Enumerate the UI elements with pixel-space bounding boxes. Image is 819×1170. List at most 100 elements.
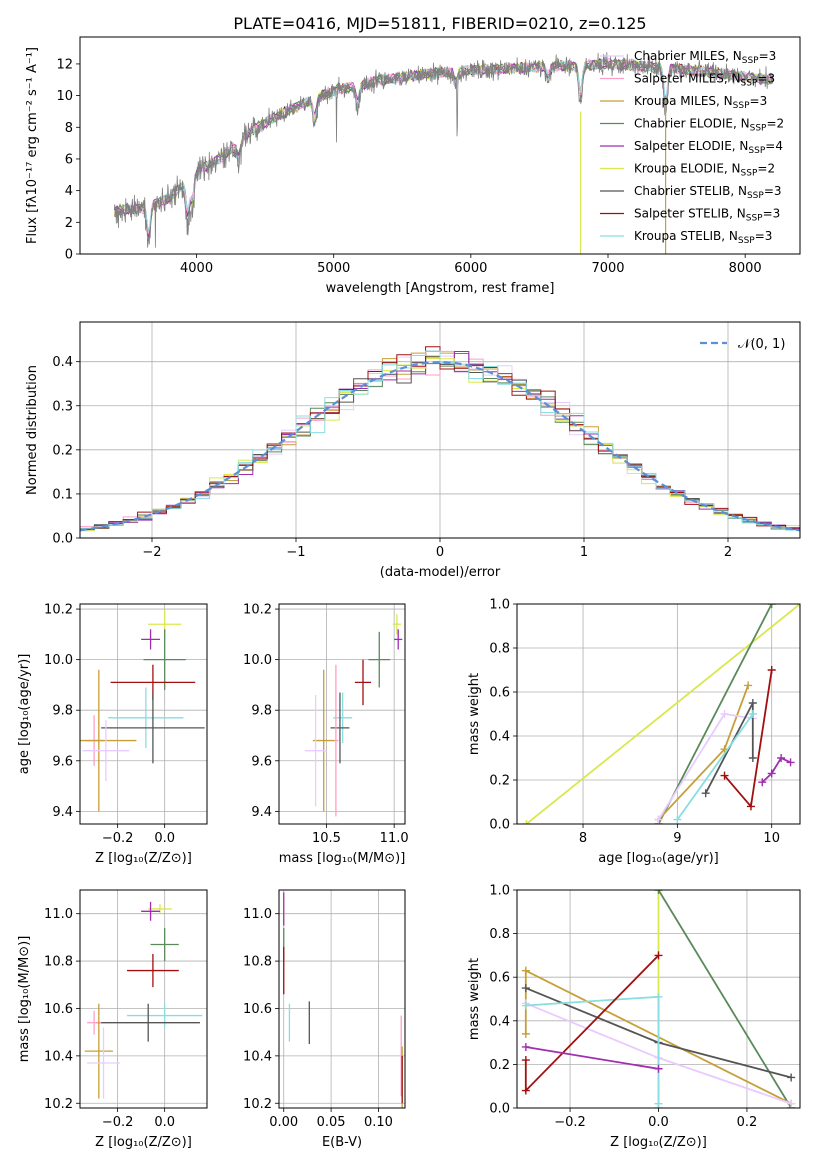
plot-area bbox=[80, 609, 205, 812]
panel-age_vs_Z: −0.2 0.0 9.4 9.6 9.8 10.0 10.2 Z [log₁₀(Z/Z⊙)] a… bbox=[17, 603, 208, 866]
legend-label-sub: SSP bbox=[742, 56, 759, 66]
y-tick-label: 10.0 bbox=[243, 653, 272, 668]
legend-label: Kroupa MILES, NSSP=3 bbox=[634, 94, 767, 111]
y-tick-label: 9.4 bbox=[251, 805, 272, 820]
y-tick-label: 10.8 bbox=[243, 955, 272, 970]
x-tick-label: 0.00 bbox=[269, 1115, 298, 1130]
legend-label-sub: SSP bbox=[738, 236, 755, 246]
weight-marker bbox=[654, 992, 663, 1001]
legend-label-sub: SSP bbox=[747, 191, 764, 201]
y-tick-label: 0.2 bbox=[52, 443, 73, 458]
weight-marker bbox=[767, 666, 776, 674]
y-tick-label: 9.8 bbox=[251, 704, 272, 719]
legend-label-name: Kroupa MILES, N bbox=[634, 94, 733, 108]
y-tick-label: 0.8 bbox=[489, 642, 510, 657]
weight-line bbox=[657, 604, 773, 824]
legend-label-sub: SSP bbox=[750, 124, 767, 134]
legend-label: 𝒩(0, 1) bbox=[738, 337, 785, 352]
y-axis-label: Flux [fλ10⁻¹⁷ erg cm⁻² s⁻¹ A⁻¹] bbox=[25, 47, 40, 244]
y-axis-label: mass [log₁₀(M/M⊙)] bbox=[17, 936, 32, 1063]
y-tick-label: 2 bbox=[65, 216, 73, 231]
legend-label-count: =3 bbox=[750, 94, 768, 108]
x-tick-label: 0 bbox=[436, 545, 444, 560]
legend-label: Salpeter MILES, NSSP=3 bbox=[634, 72, 775, 89]
weight-line bbox=[723, 669, 773, 809]
x-tick-label: 0.0 bbox=[154, 1115, 175, 1130]
weight-marker bbox=[701, 789, 710, 798]
legend-label-count: =3 bbox=[763, 207, 781, 221]
normal-reference-curve bbox=[80, 360, 800, 532]
y-tick-label: 10 bbox=[56, 89, 73, 104]
legend: Chabrier MILES, NSSP=3 Salpeter MILES, NS… bbox=[600, 49, 784, 246]
y-tick-label: 4 bbox=[65, 184, 73, 199]
y-tick-label: 11.0 bbox=[243, 907, 272, 922]
weight-marker bbox=[521, 966, 530, 975]
weight-marker bbox=[748, 754, 757, 762]
x-axis-label: mass [log₁₀(M/M⊙)] bbox=[279, 851, 406, 866]
x-tick-label: 0.0 bbox=[154, 831, 175, 846]
x-tick-label: 10 bbox=[763, 831, 780, 846]
axes-frame bbox=[278, 603, 406, 825]
panel-residuals: −2 −1 0 1 2 0.0 0.1 0.2 0.3 0.4 (data-model)/error… bbox=[25, 321, 801, 580]
weight-marker bbox=[654, 951, 663, 960]
x-axis-label: Z [log₁₀(Z/Z⊙)] bbox=[95, 1135, 192, 1150]
axes-frame bbox=[79, 36, 801, 255]
x-tick-label: −0.2 bbox=[554, 1115, 586, 1130]
legend-label-count: =3 bbox=[759, 49, 777, 63]
panel-mass_vs_EBV: 0.00 0.05 0.10 10.2 10.4 10.6 10.8 11.0 E(B-V) bbox=[243, 889, 406, 1150]
x-tick-label: 0.05 bbox=[317, 1115, 346, 1130]
y-tick-label: 10.0 bbox=[44, 653, 73, 668]
x-tick-label: 7000 bbox=[591, 261, 624, 276]
y-tick-label: 9.8 bbox=[52, 704, 73, 719]
x-tick-label: 0.2 bbox=[737, 1115, 758, 1130]
weight-line bbox=[524, 954, 660, 1093]
x-axis-label: wavelength [Angstrom, rest frame] bbox=[326, 281, 555, 296]
observed-spectrum-line bbox=[113, 52, 773, 248]
histogram-steps bbox=[80, 350, 800, 533]
legend-label-sub: SSP bbox=[746, 214, 763, 224]
legend-label-count: =2 bbox=[766, 117, 784, 131]
x-tick-label: 6000 bbox=[454, 261, 487, 276]
y-tick-label: 0.0 bbox=[489, 818, 510, 833]
weight-marker bbox=[654, 890, 663, 894]
weight-line bbox=[657, 890, 792, 1108]
y-tick-label: 0.2 bbox=[489, 1058, 510, 1073]
x-axis-label: Z [log₁₀(Z/Z⊙)] bbox=[95, 851, 192, 866]
legend-label-sub: SSP bbox=[748, 146, 765, 156]
y-axis-label: mass weight bbox=[467, 958, 482, 1040]
weight-marker bbox=[521, 1086, 530, 1095]
weight-marker bbox=[746, 802, 755, 811]
y-tick-label: 10.6 bbox=[243, 1002, 272, 1017]
plot-area bbox=[521, 890, 796, 1108]
weight-marker bbox=[748, 699, 757, 707]
weight-line bbox=[676, 713, 754, 821]
weight-marker bbox=[787, 1099, 796, 1108]
legend-label: Chabrier MILES, NSSP=3 bbox=[634, 49, 776, 66]
y-tick-label: 6 bbox=[65, 152, 73, 167]
weight-marker bbox=[777, 754, 786, 762]
legend-label: Kroupa ELODIE, NSSP=2 bbox=[634, 162, 775, 179]
axes-frame bbox=[516, 603, 801, 825]
y-tick-label: 11.0 bbox=[44, 907, 73, 922]
weight-marker bbox=[521, 1029, 530, 1038]
y-tick-label: 10.8 bbox=[44, 955, 73, 970]
legend-label-count: =4 bbox=[765, 139, 783, 153]
weight-line bbox=[525, 604, 800, 824]
legend-label: Chabrier ELODIE, NSSP=2 bbox=[634, 117, 784, 134]
y-axis-label: mass weight bbox=[467, 673, 482, 755]
x-tick-label: −0.2 bbox=[102, 831, 134, 846]
legend-label-count: =3 bbox=[757, 72, 775, 86]
x-tick-label: 8000 bbox=[729, 261, 762, 276]
weight-marker bbox=[521, 1042, 530, 1051]
plot-area bbox=[80, 346, 800, 535]
x-tick-label: 0.0 bbox=[648, 1115, 669, 1130]
weight-marker bbox=[744, 681, 753, 690]
x-tick-label: 1 bbox=[580, 545, 588, 560]
x-axis-label: (data-model)/error bbox=[380, 565, 501, 580]
x-tick-label: 0.10 bbox=[364, 1115, 393, 1130]
y-tick-label: 0.4 bbox=[52, 355, 73, 370]
legend-label-name: Chabrier STELIB, N bbox=[634, 184, 747, 198]
weight-marker bbox=[521, 1001, 530, 1010]
weight-marker bbox=[654, 1064, 663, 1073]
legend-label: Salpeter STELIB, NSSP=3 bbox=[634, 207, 780, 224]
